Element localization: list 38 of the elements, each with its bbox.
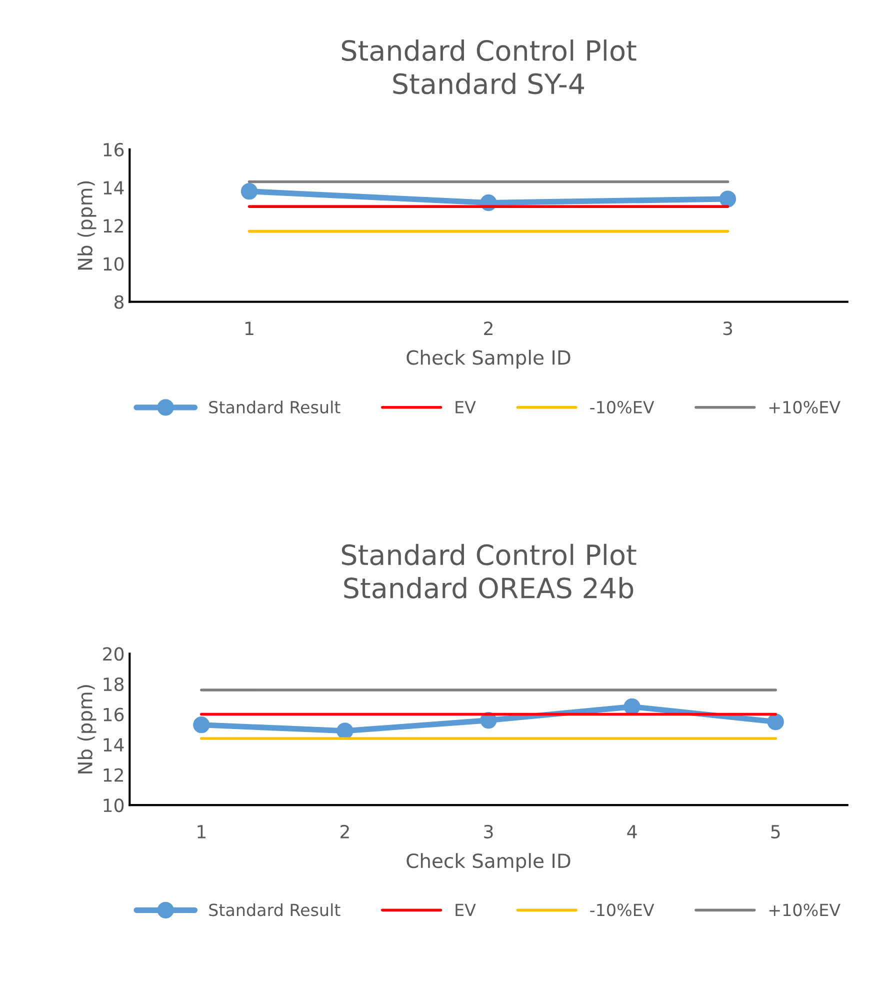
y-tick-label: 20: [103, 647, 124, 661]
x-tick-label: 2: [484, 322, 492, 335]
legend-label: Standard Result: [209, 903, 340, 916]
x-tick-label: 1: [245, 322, 254, 335]
y-tick-label: 12: [104, 768, 123, 782]
x-tick-label: 2: [340, 824, 349, 838]
y-tick-label: 10: [104, 798, 124, 812]
y-axis-title: Nb (ppm): [77, 685, 96, 774]
x-tick-label: 4: [627, 825, 637, 838]
y-axis-title: Nb (ppm): [77, 181, 96, 270]
y-tick-label: 16: [104, 708, 124, 722]
legend-label: -10%EV: [590, 904, 654, 916]
x-tick-label: 5: [771, 825, 780, 838]
y-tick-label: 16: [104, 142, 124, 157]
x-axis-title: Check Sample ID: [406, 853, 570, 872]
legend-label: -10%EV: [590, 400, 654, 414]
point: [767, 713, 784, 730]
y-tick-label: 14: [104, 181, 124, 194]
y-tick-label: 18: [104, 677, 124, 692]
chart-title: Standard Control Plot Standard OREAS 24b: [342, 544, 636, 599]
y-tick-label: 8: [114, 295, 124, 309]
point: [193, 716, 210, 734]
legend-label: +10%EV: [769, 904, 840, 916]
legend-label: Standard Result: [209, 400, 340, 414]
chart-title: Standard Control Plot Standard SY-4: [342, 40, 636, 94]
legend-label: +10%EV: [769, 400, 840, 414]
y-tick-label: 12: [104, 219, 123, 232]
y-tick-label: 10: [104, 257, 124, 271]
point: [719, 190, 736, 208]
x-tick-label: 3: [723, 322, 732, 336]
point: [240, 182, 258, 200]
point: [336, 722, 354, 740]
x-tick-label: 1: [198, 825, 206, 838]
legend-label: EV: [456, 904, 476, 916]
legend-label: EV: [456, 401, 476, 414]
x-tick-label: 3: [484, 824, 493, 838]
x-axis-title: Check Sample ID: [406, 350, 570, 369]
y-tick-label: 14: [104, 738, 124, 752]
